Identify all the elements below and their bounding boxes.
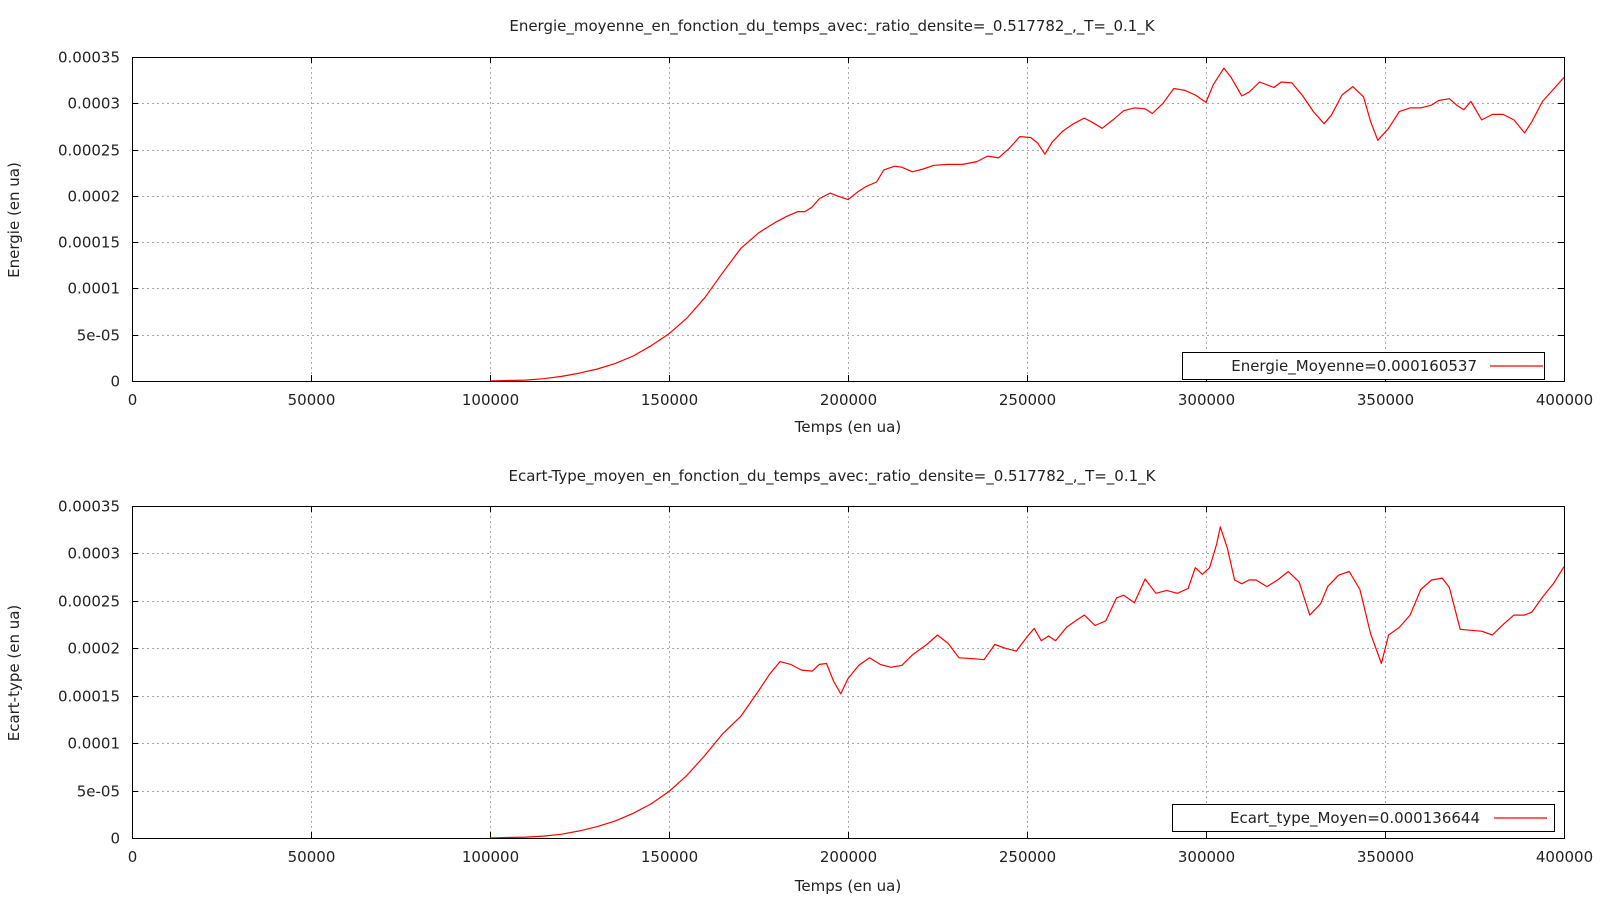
energy-chart-ytick-label: 0.0001 [68, 280, 121, 298]
energy-chart-xtick-label: 200000 [820, 391, 877, 409]
std-dev-chart-frame [132, 506, 1565, 839]
energy-chart-ytick-label: 0.00015 [58, 234, 120, 252]
std-dev-chart-xlabel: Temps (en ua) [794, 877, 901, 895]
std-dev-chart: Ecart-Type_moyen_en_fonction_du_temps_av… [5, 467, 1593, 895]
std-dev-chart-title: Ecart-Type_moyen_en_fonction_du_temps_av… [509, 467, 1157, 486]
energy-chart-ytick-label: 5e-05 [77, 327, 120, 345]
energy-chart-xtick-label: 250000 [999, 391, 1056, 409]
std-dev-chart-xtick-label: 350000 [1357, 848, 1414, 866]
std-dev-chart-ylabel: Ecart-type (en ua) [5, 605, 23, 742]
std-dev-chart-ytick-label: 0.0003 [68, 545, 121, 563]
std-dev-chart-xtick-label: 200000 [820, 848, 877, 866]
std-dev-chart-legend-label: Ecart_type_Moyen=0.000136644 [1230, 809, 1480, 828]
std-dev-chart-grid [132, 506, 1564, 838]
std-dev-chart-ytick-label: 0.00035 [58, 498, 120, 516]
energy-chart-legend: Energie_Moyenne=0.000160537 [1182, 352, 1545, 380]
energy-chart-title: Energie_moyenne_en_fonction_du_temps_ave… [509, 17, 1155, 36]
energy-chart-xtick-label: 150000 [641, 391, 698, 409]
std-dev-chart-ytick-label: 0.00025 [58, 593, 120, 611]
energy-chart-xlabel: Temps (en ua) [794, 418, 901, 436]
energy-chart-xtick-label: 350000 [1357, 391, 1414, 409]
energy-chart-grid [132, 57, 1564, 381]
energy-chart-legend-box [1182, 352, 1545, 380]
energy-chart: Energie_moyenne_en_fonction_du_temps_ave… [5, 17, 1593, 436]
energy-chart-legend-label: Energie_Moyenne=0.000160537 [1231, 357, 1477, 376]
energy-chart-xtick-label: 100000 [462, 391, 519, 409]
energy-chart-xtick-label: 300000 [1178, 391, 1235, 409]
energy-chart-ytick-label: 0.00035 [58, 49, 120, 67]
energy-chart-ytick-label: 0 [110, 373, 120, 391]
std-dev-chart-xtick-label: 100000 [462, 848, 519, 866]
std-dev-chart-xtick-label: 150000 [641, 848, 698, 866]
std-dev-chart-legend-box [1172, 804, 1555, 832]
std-dev-chart-xtick-label: 400000 [1536, 848, 1593, 866]
energy-chart-xtick-label: 50000 [288, 391, 336, 409]
energy-chart-ylabel: Energie (en ua) [5, 162, 23, 278]
std-dev-chart-series [489, 526, 1565, 839]
energy-chart-ytick-label: 0.0002 [68, 188, 121, 206]
std-dev-chart-ytick-label: 5e-05 [77, 783, 120, 801]
energy-chart-series-line [489, 67, 1565, 382]
energy-chart-frame [132, 57, 1565, 382]
energy-chart-ytick-label: 0.0003 [68, 95, 121, 113]
std-dev-chart-xtick-label: 250000 [999, 848, 1056, 866]
energy-chart-xtick-label: 0 [128, 391, 138, 409]
std-dev-chart-ytick-label: 0 [110, 830, 120, 848]
std-dev-chart-ytick-label: 0.0002 [68, 640, 121, 658]
std-dev-chart-xtick-label: 50000 [288, 848, 336, 866]
std-dev-chart-xtick-label: 0 [128, 848, 138, 866]
std-dev-chart-ticks: 0 50000 100000 150000 200000 250000 300000 3500… [58, 498, 1593, 867]
energy-chart-xtick-label: 400000 [1536, 391, 1593, 409]
std-dev-chart-ytick-label: 0.00015 [58, 688, 120, 706]
std-dev-chart-series-line [489, 526, 1565, 839]
energy-chart-series [489, 67, 1565, 382]
energy-chart-ticks: 0 50000 100000 150000 200000 250000 300000 3500… [58, 49, 1593, 410]
std-dev-chart-legend: Ecart_type_Moyen=0.000136644 [1172, 804, 1555, 832]
energy-chart-ytick-label: 0.00025 [58, 142, 120, 160]
std-dev-chart-ytick-label: 0.0001 [68, 735, 121, 753]
std-dev-chart-xtick-label: 300000 [1178, 848, 1235, 866]
